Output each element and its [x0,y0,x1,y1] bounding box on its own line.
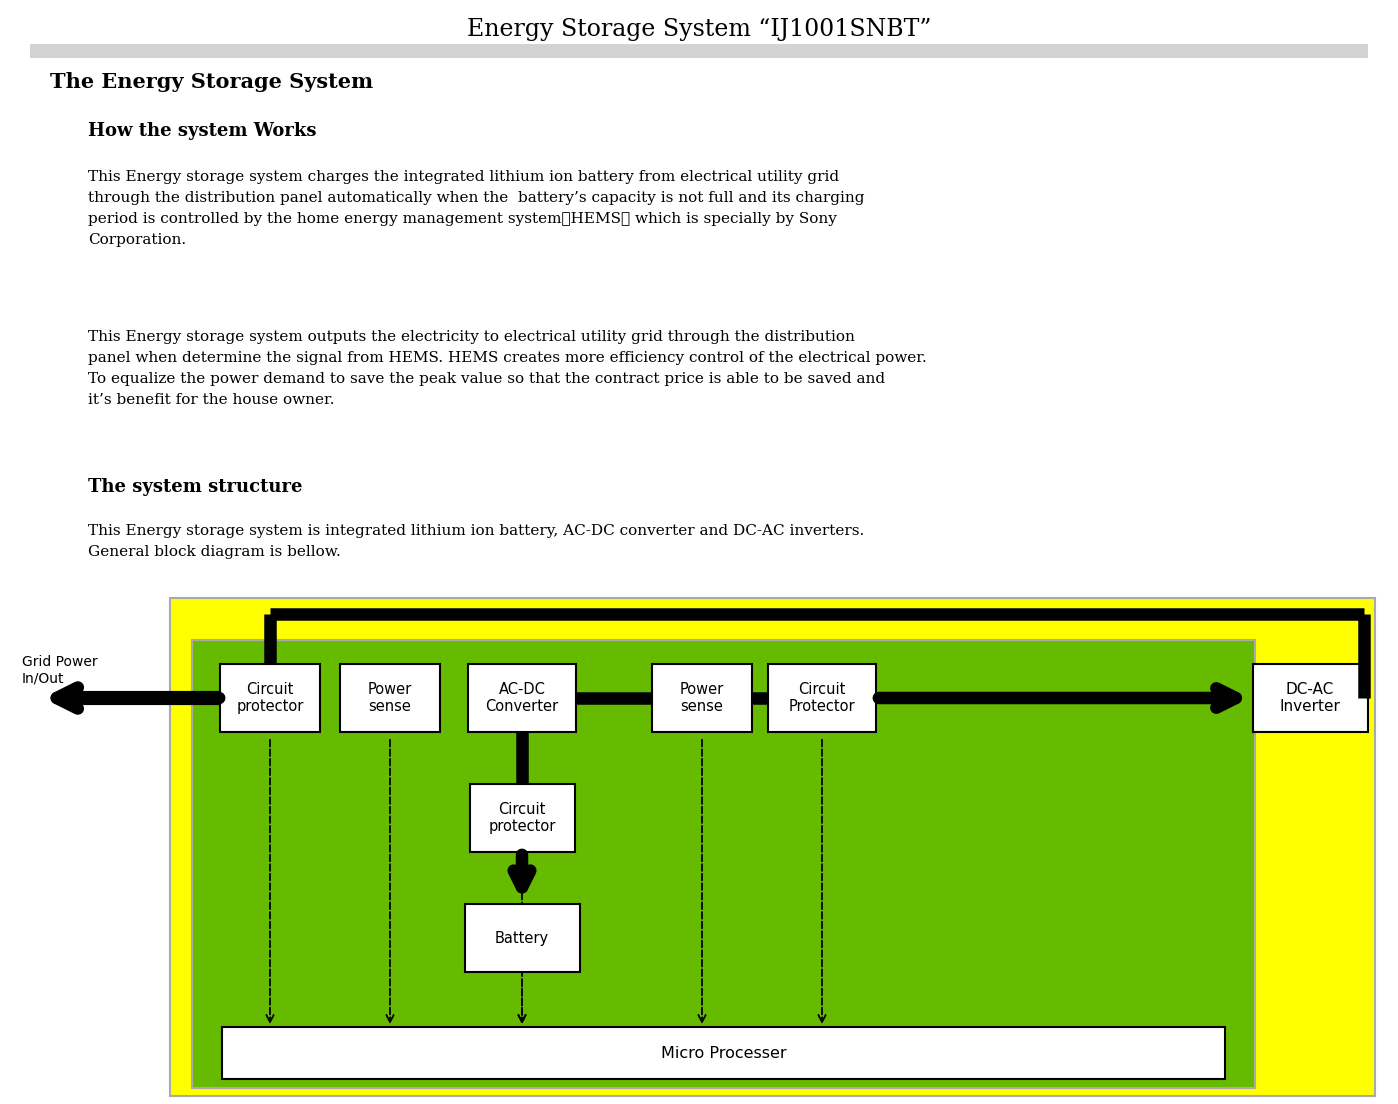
Bar [470,784,575,852]
Text: AC-DC
Converter: AC-DC Converter [485,682,559,714]
Text: Power
sense: Power sense [679,682,724,714]
Text: DC-AC
Inverter: DC-AC Inverter [1279,682,1341,714]
Bar [651,664,752,732]
Bar [222,1027,1225,1079]
Text: Circuit
protector: Circuit protector [236,682,303,714]
Text: Micro Processer: Micro Processer [661,1045,786,1061]
Text: This Energy storage system charges the integrated lithium ion battery from elect: This Energy storage system charges the i… [88,170,864,247]
Bar [468,664,576,732]
Bar [1253,664,1367,732]
Bar [464,904,580,972]
Text: This Energy storage system is integrated lithium ion battery, AC-DC converter an: This Energy storage system is integrated… [88,524,864,559]
Text: This Energy storage system outputs the electricity to electrical utility grid th: This Energy storage system outputs the e… [88,330,927,407]
Text: How the system Works: How the system Works [88,123,316,140]
Text: Battery: Battery [495,931,549,945]
Text: The system structure: The system structure [88,478,302,496]
Text: Energy Storage System “IJ1001SNBT”: Energy Storage System “IJ1001SNBT” [467,18,931,41]
Text: Circuit
Protector: Circuit Protector [788,682,856,714]
Bar [29,44,1369,59]
Bar [171,598,1376,1096]
Text: Grid Power
In/Out: Grid Power In/Out [22,655,98,686]
Bar [219,664,320,732]
Text: Power
sense: Power sense [368,682,412,714]
Bar [768,664,877,732]
Bar [340,664,440,732]
Bar [192,640,1255,1089]
Text: Circuit
protector: Circuit protector [488,802,555,835]
Text: The Energy Storage System: The Energy Storage System [50,72,373,92]
